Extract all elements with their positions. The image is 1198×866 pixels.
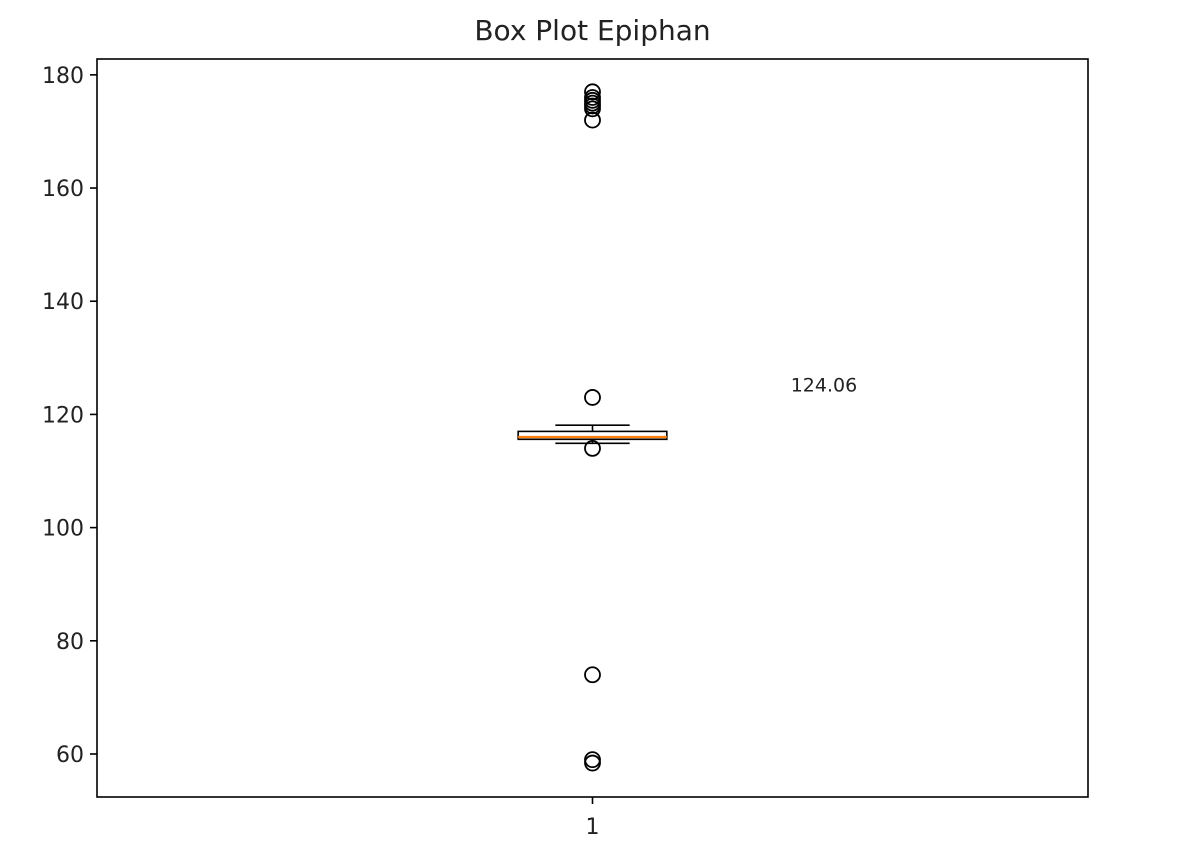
boxes-layer [517, 424, 668, 445]
y-tick-label: 180 [42, 64, 84, 89]
outlier-point [584, 751, 601, 769]
y-tick-label: 140 [42, 290, 84, 315]
outlier-point [584, 754, 601, 772]
annotation-label: 124.06 [791, 374, 857, 396]
outliers-layer [584, 83, 601, 772]
outlier-point [584, 666, 601, 684]
y-tick-label: 120 [42, 403, 84, 428]
y-axis: 60 80 100 120 140 160 180 [42, 64, 97, 768]
annotations-layer: 124.06 [791, 374, 857, 396]
x-axis: 1 [586, 797, 600, 840]
y-tick-label: 60 [56, 743, 84, 768]
y-tick-label: 80 [56, 630, 84, 655]
chart-title: Box Plot Epiphan [474, 14, 710, 47]
outlier-point [584, 100, 601, 118]
box-iqr [517, 430, 668, 441]
box-group [517, 424, 668, 445]
y-tick-label: 100 [42, 517, 84, 542]
outlier-point [584, 389, 601, 406]
y-tick-label: 160 [42, 177, 84, 202]
outlier-point [584, 111, 601, 129]
x-tick-label: 1 [586, 815, 600, 840]
outlier-point [584, 439, 601, 457]
